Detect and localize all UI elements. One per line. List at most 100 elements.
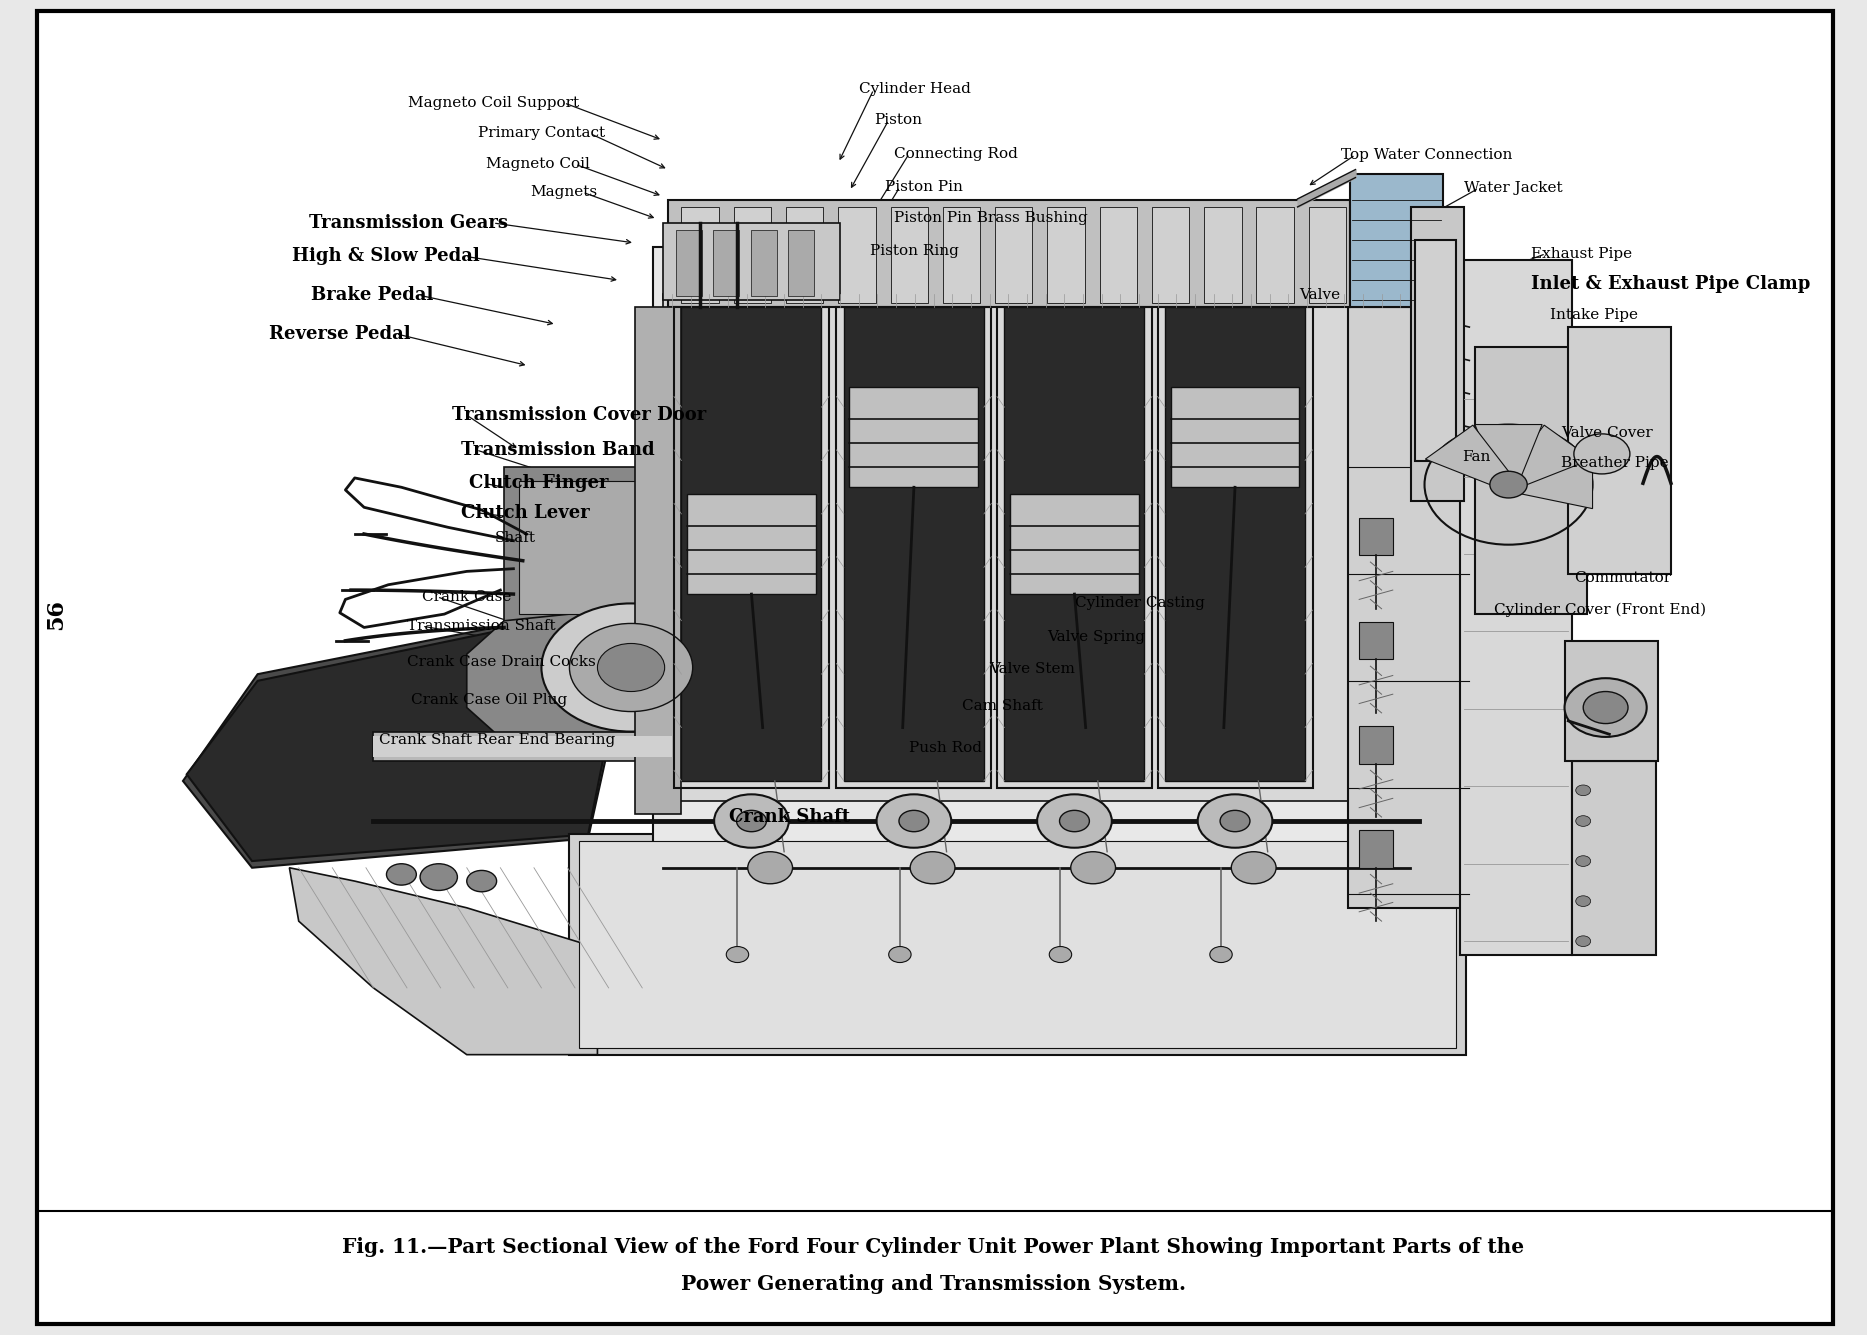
Circle shape	[1576, 936, 1591, 947]
Circle shape	[889, 947, 911, 963]
Text: Reverse Pedal: Reverse Pedal	[269, 324, 411, 343]
Text: Transmission Band: Transmission Band	[461, 441, 655, 459]
Bar	[653, 247, 1419, 955]
Bar	[47, 19, 1820, 1204]
Circle shape	[900, 810, 930, 832]
Circle shape	[1576, 856, 1591, 866]
Bar	[943, 207, 980, 303]
Text: Push Rod: Push Rod	[909, 741, 982, 754]
Bar	[373, 736, 672, 757]
Circle shape	[1576, 785, 1591, 796]
Text: Crank Shaft: Crank Shaft	[730, 808, 849, 826]
Polygon shape	[1425, 425, 1516, 490]
Circle shape	[1072, 852, 1116, 884]
Bar	[579, 841, 1456, 1048]
Circle shape	[1199, 794, 1273, 848]
Bar	[676, 230, 702, 296]
Text: High & Slow Pedal: High & Slow Pedal	[291, 247, 480, 266]
Text: Valve Stem: Valve Stem	[990, 662, 1075, 676]
Text: Fan: Fan	[1462, 450, 1490, 463]
Text: Primary Contact: Primary Contact	[478, 127, 605, 140]
Bar	[836, 307, 991, 788]
Text: Water Jacket: Water Jacket	[1464, 182, 1563, 195]
Polygon shape	[467, 587, 709, 748]
Text: Top Water Connection: Top Water Connection	[1341, 148, 1512, 162]
Text: Transmission Cover Door: Transmission Cover Door	[452, 406, 706, 425]
Text: Inlet & Exhaust Pipe Clamp: Inlet & Exhaust Pipe Clamp	[1531, 275, 1811, 294]
Bar	[844, 307, 984, 781]
Text: Cylinder Cover (Front End): Cylinder Cover (Front End)	[1494, 603, 1706, 617]
Bar	[734, 207, 771, 303]
Circle shape	[1583, 692, 1628, 724]
Circle shape	[747, 852, 792, 884]
Bar	[519, 481, 639, 614]
Text: Piston Pin Brass Bushing: Piston Pin Brass Bushing	[894, 211, 1088, 224]
Bar	[1047, 207, 1085, 303]
Bar	[713, 230, 739, 296]
Bar	[1359, 830, 1393, 868]
Text: Brake Pedal: Brake Pedal	[310, 286, 433, 304]
Circle shape	[911, 852, 956, 884]
Text: Exhaust Pipe: Exhaust Pipe	[1531, 247, 1632, 260]
Text: Clutch Lever: Clutch Lever	[461, 503, 590, 522]
Text: Clutch Finger: Clutch Finger	[469, 474, 609, 493]
Bar	[1171, 387, 1299, 487]
Bar	[504, 467, 653, 627]
Text: Cam Shaft: Cam Shaft	[962, 700, 1042, 713]
Bar	[788, 230, 814, 296]
Text: Commutator: Commutator	[1574, 571, 1671, 585]
Circle shape	[1576, 816, 1591, 826]
Bar	[681, 207, 719, 303]
Circle shape	[713, 794, 790, 848]
Text: Transmission Shaft: Transmission Shaft	[407, 619, 556, 633]
Text: Connecting Rod: Connecting Rod	[894, 147, 1018, 160]
Bar	[1415, 240, 1456, 461]
Bar	[1348, 307, 1469, 908]
Circle shape	[467, 870, 497, 892]
Bar	[635, 307, 681, 814]
Bar	[1359, 518, 1393, 555]
Bar	[1359, 622, 1393, 659]
Circle shape	[1490, 471, 1527, 498]
Bar	[1004, 307, 1144, 781]
Bar	[997, 307, 1152, 788]
Bar	[674, 307, 829, 788]
Bar	[1568, 327, 1671, 574]
Text: Cylinder Casting: Cylinder Casting	[1075, 597, 1206, 610]
Bar	[1475, 347, 1587, 614]
Circle shape	[386, 864, 416, 885]
Circle shape	[877, 794, 952, 848]
Circle shape	[1060, 810, 1090, 832]
Circle shape	[1232, 852, 1277, 884]
Bar	[687, 494, 816, 594]
Circle shape	[726, 947, 749, 963]
Bar	[1010, 494, 1139, 594]
Text: Crank Case: Crank Case	[422, 590, 512, 603]
Polygon shape	[183, 585, 644, 868]
Text: Valve: Valve	[1299, 288, 1341, 302]
Bar	[681, 307, 821, 781]
Bar	[1309, 207, 1346, 303]
Bar	[751, 230, 777, 296]
Text: Shaft: Shaft	[495, 531, 536, 545]
Text: Transmission Gears: Transmission Gears	[308, 214, 508, 232]
Text: 56: 56	[45, 598, 67, 630]
Text: Magneto Coil Support: Magneto Coil Support	[407, 96, 579, 109]
Bar	[1204, 207, 1242, 303]
Bar	[1165, 307, 1305, 781]
Text: Valve Spring: Valve Spring	[1047, 630, 1144, 643]
Circle shape	[1038, 794, 1113, 848]
Text: Piston Pin: Piston Pin	[885, 180, 963, 194]
Polygon shape	[1475, 425, 1542, 485]
Bar	[668, 200, 1350, 307]
Bar	[1359, 726, 1393, 764]
Bar	[1460, 260, 1572, 955]
Text: Crank Shaft Rear End Bearing: Crank Shaft Rear End Bearing	[379, 733, 616, 746]
Circle shape	[597, 643, 665, 692]
Circle shape	[1574, 434, 1630, 474]
Circle shape	[1565, 678, 1647, 737]
Circle shape	[569, 623, 693, 712]
Bar	[373, 732, 672, 761]
Text: Crank Case Oil Plug: Crank Case Oil Plug	[411, 693, 568, 706]
Text: Piston: Piston	[874, 113, 922, 127]
